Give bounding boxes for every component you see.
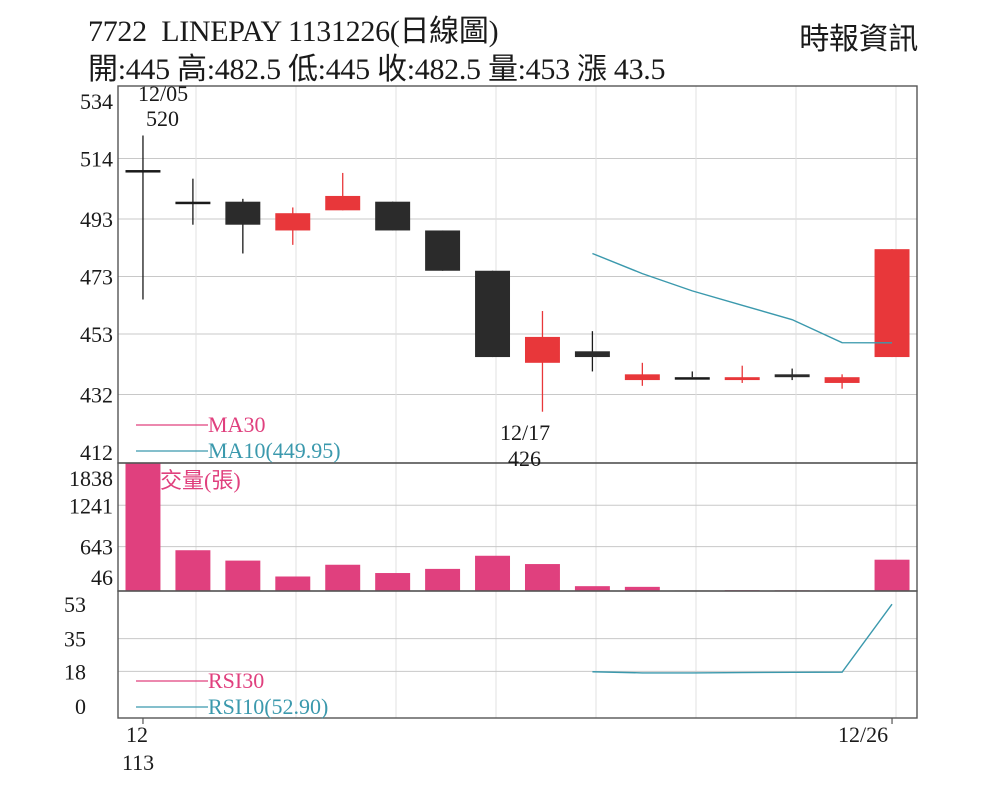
x-label-last-date: 12/26 <box>838 722 888 747</box>
chart-title: 7722 LINEPAY 1131226(日線圖) <box>88 15 499 48</box>
volume-tick-label: 46 <box>91 565 113 590</box>
candle-body <box>824 377 860 383</box>
candlestick <box>824 374 860 389</box>
price-tick-label: 412 <box>80 440 113 465</box>
candle-body <box>225 201 261 225</box>
volume-tick-label: 643 <box>80 535 113 560</box>
volume-bar <box>574 586 610 591</box>
candlestick <box>475 270 511 358</box>
high-annotation-date: 12/05 <box>138 81 188 106</box>
candle-body <box>774 374 810 378</box>
candle-body <box>724 377 760 381</box>
ohlc-summary: 開:445 高:482.5 低:445 收:482.5 量:453 漲 43.5 <box>88 53 666 86</box>
x-label-year: 113 <box>122 750 154 775</box>
high-annotation-value: 520 <box>146 106 179 131</box>
volume-bar <box>624 586 660 591</box>
volume-bar <box>275 576 311 591</box>
candlestick <box>125 135 161 300</box>
ma10-line <box>592 252 893 344</box>
candlestick <box>325 172 361 211</box>
source-label: 時報資訊 <box>799 23 918 56</box>
candle-body <box>275 213 311 231</box>
candlestick <box>225 198 261 254</box>
rsi10-legend: RSI10(52.90) <box>208 694 328 719</box>
candle-body <box>874 249 910 358</box>
low-annotation-value: 426 <box>508 446 541 471</box>
volume-panel <box>125 463 910 592</box>
rsi30-legend: RSI30 <box>208 668 264 693</box>
volume-tick-label: 1838 <box>69 466 113 491</box>
candlestick <box>275 207 311 245</box>
low-annotation-date: 12/17 <box>500 420 550 445</box>
price-tick-label: 473 <box>80 265 113 290</box>
candlestick <box>624 362 660 386</box>
price-tick-label: 534 <box>80 89 113 114</box>
x-label-month: 12 <box>126 722 148 747</box>
candlestick <box>175 178 211 225</box>
volume-bar <box>125 463 161 591</box>
rsi-tick-label: 0 <box>75 694 86 719</box>
volume-bar <box>874 559 910 591</box>
panel-frame <box>117 590 918 719</box>
candlestick <box>425 230 461 271</box>
rsi-panel <box>136 603 893 708</box>
volume-bar <box>325 564 361 591</box>
candlestick <box>375 201 411 231</box>
price-panel <box>125 135 910 452</box>
price-tick-label: 453 <box>80 322 113 347</box>
rsi-tick-label: 53 <box>64 592 86 617</box>
candle-body <box>475 270 511 358</box>
candlestick <box>674 371 710 380</box>
volume-bar <box>475 555 511 591</box>
volume-bar <box>175 550 211 591</box>
candle-body <box>524 336 560 363</box>
candlestick <box>724 365 760 383</box>
candle-body <box>125 170 161 173</box>
price-tick-label: 432 <box>80 382 113 407</box>
price-tick-label: 514 <box>80 147 113 172</box>
candle-body <box>624 374 660 381</box>
volume-title: 成交量(張) <box>138 468 241 493</box>
price-tick-label: 493 <box>80 207 113 232</box>
ma10-legend: MA10(449.95) <box>208 438 341 463</box>
candle-body <box>175 201 211 205</box>
rsi10-line <box>592 603 893 674</box>
volume-bar <box>425 568 461 591</box>
volume-bar <box>225 560 261 591</box>
candlestick <box>874 249 910 358</box>
panel-frame <box>117 85 918 464</box>
candlestick <box>774 368 810 381</box>
rsi-tick-label: 35 <box>64 627 86 652</box>
candle-body <box>325 195 361 211</box>
candle-body <box>375 201 411 231</box>
volume-bar <box>375 573 411 591</box>
chart-frame <box>117 85 918 724</box>
candlestick <box>524 311 560 412</box>
candle-body <box>674 377 710 380</box>
candlestick <box>574 331 610 372</box>
candle-body <box>425 230 461 271</box>
volume-bar <box>524 564 560 591</box>
rsi-tick-label: 18 <box>64 659 86 684</box>
ma30-legend: MA30 <box>208 412 265 437</box>
volume-tick-label: 1241 <box>69 493 113 518</box>
candle-body <box>574 351 610 358</box>
